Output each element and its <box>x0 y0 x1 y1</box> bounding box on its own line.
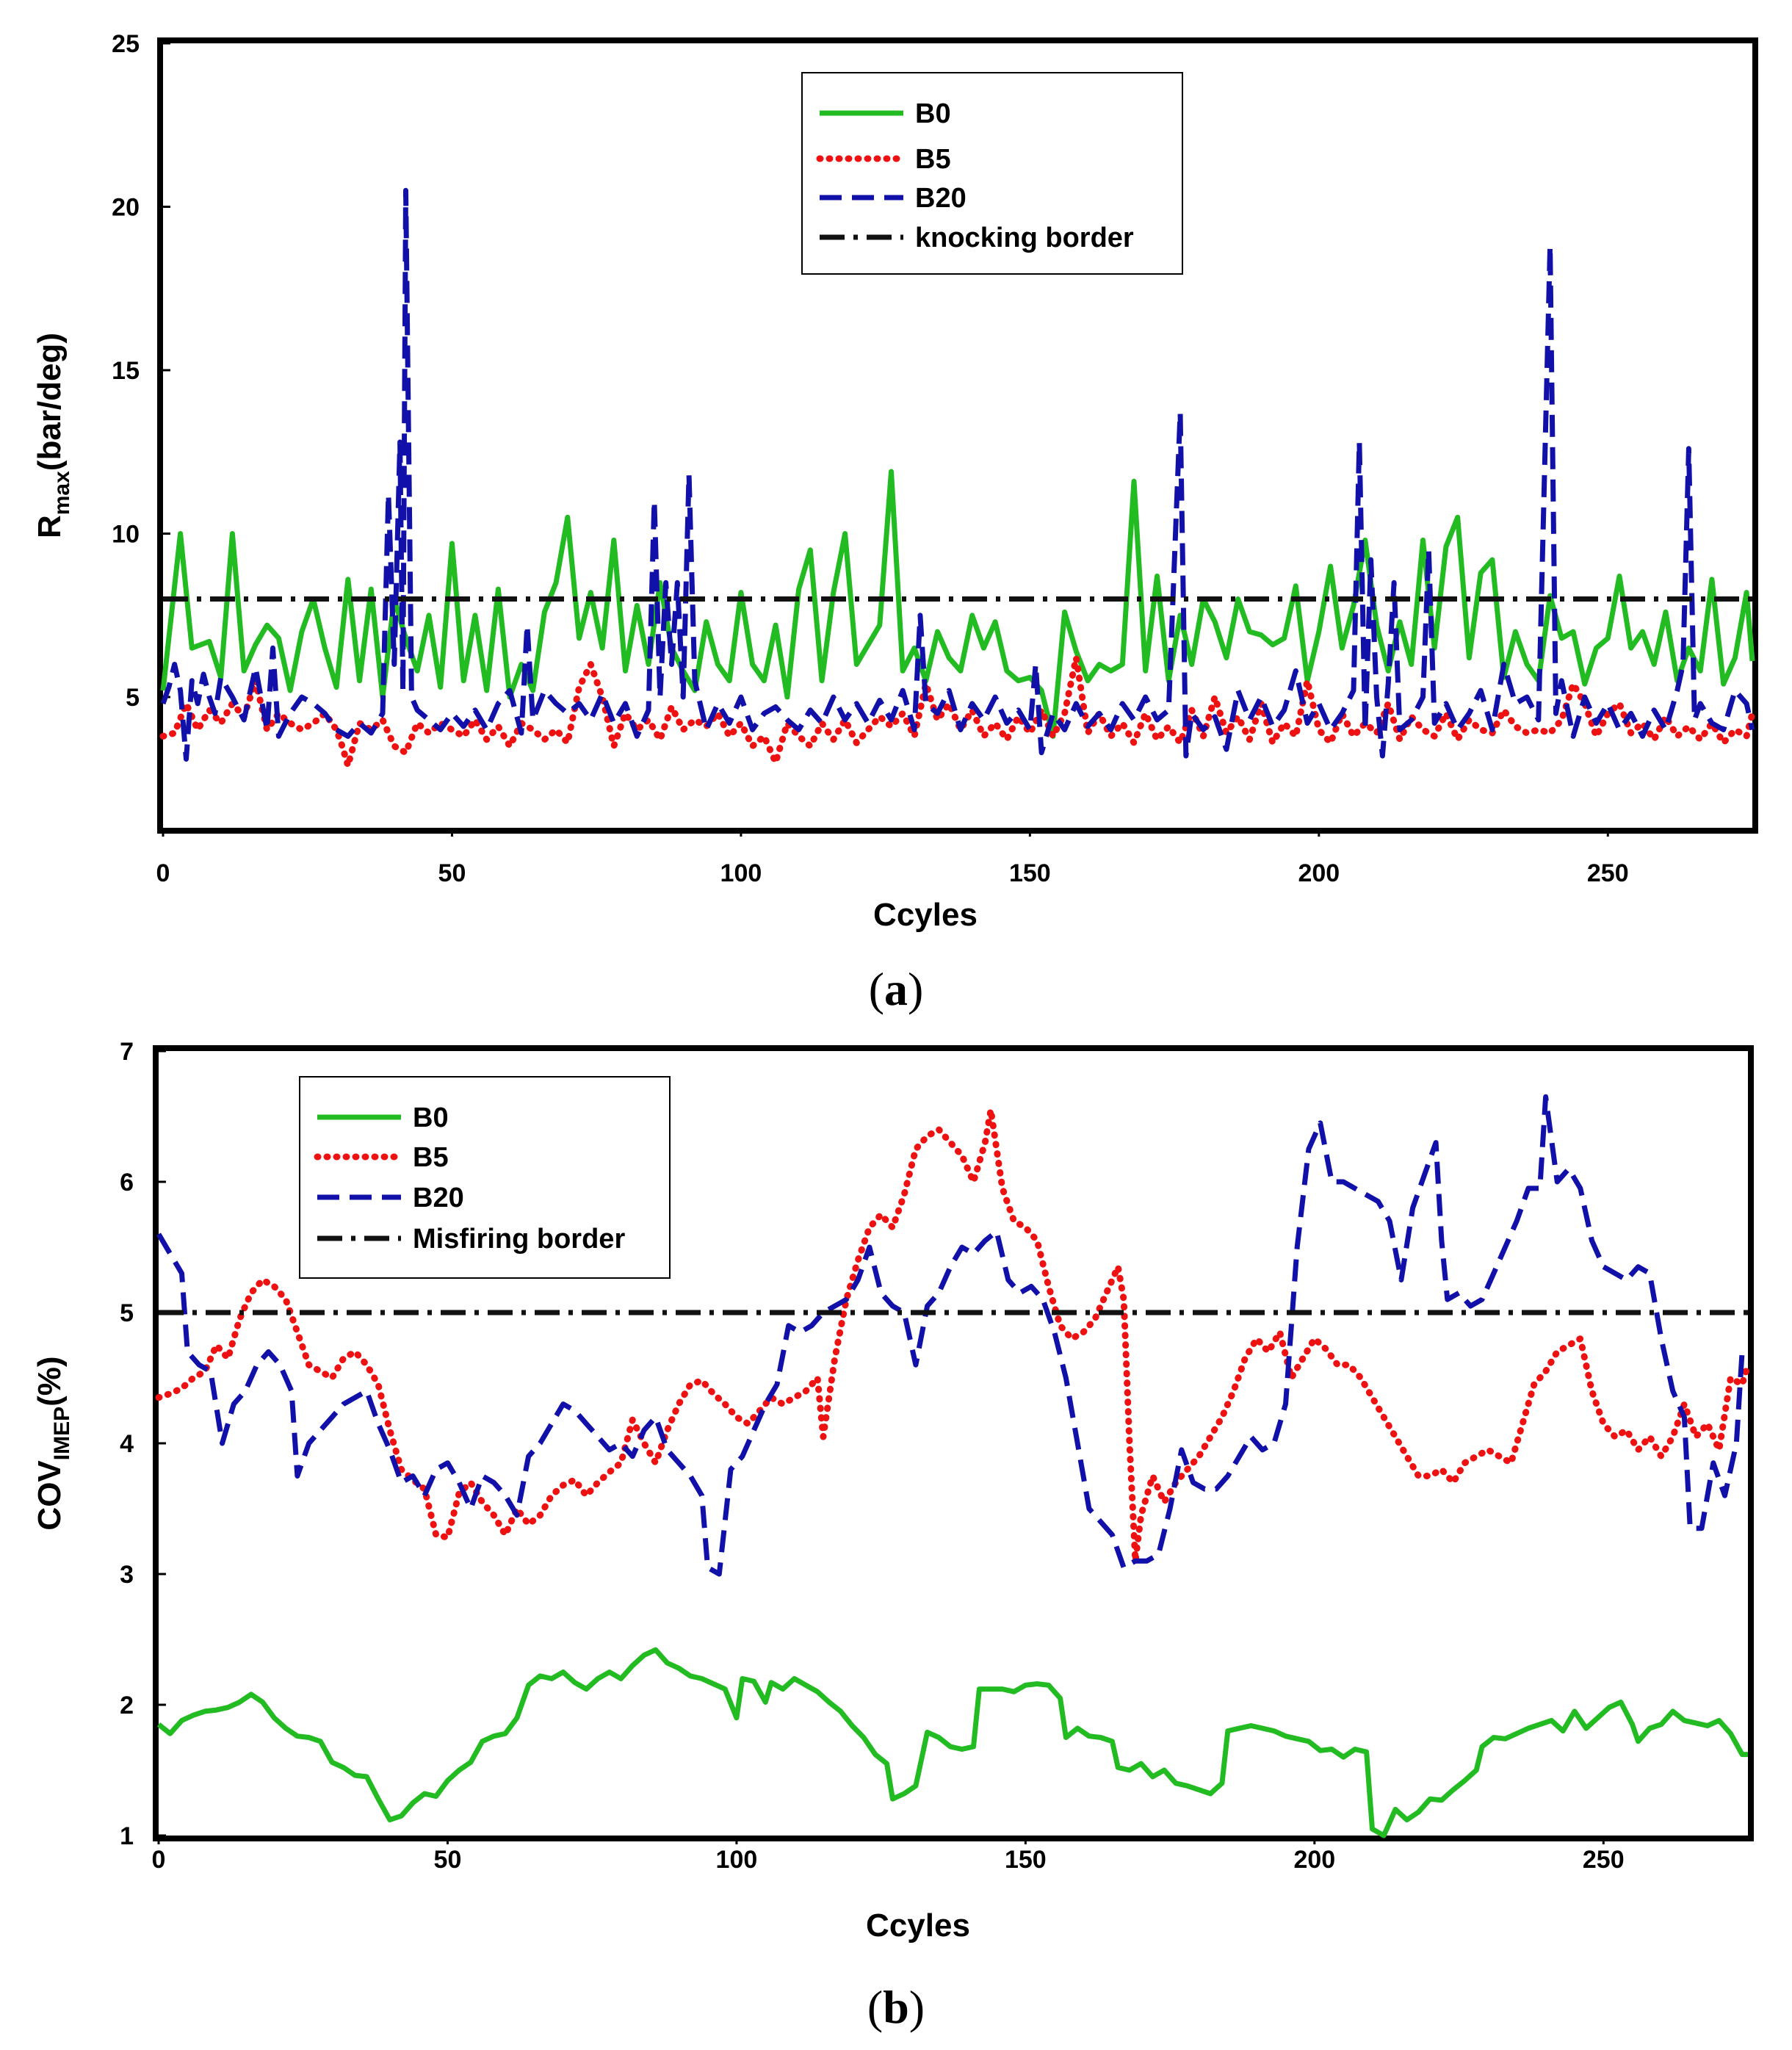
y-tick-label: 5 <box>120 1299 134 1327</box>
x-tick-label: 250 <box>1587 859 1629 887</box>
x-tick-label: 150 <box>1009 859 1051 887</box>
legend-label-knocking-border: knocking border <box>915 223 1134 253</box>
legend-label-b20-b: B20 <box>413 1183 464 1213</box>
legend-label-b5-a: B5 <box>915 144 951 175</box>
y-axis-ticks-a: 5 10 15 20 25 <box>112 30 170 712</box>
chart-panel-a: 5 10 15 20 25 0 50 100 150 200 250 Ccyles Rmax(ba… <box>32 30 1758 1015</box>
panel-label-a: (a) <box>869 963 924 1015</box>
legend-label-misfiring-border: Misfiring border <box>413 1224 625 1255</box>
series-line-b20 <box>160 187 1755 762</box>
legend-b: B0 B5 B20 Misfiring border <box>299 1076 671 1279</box>
y-tick-label: 2 <box>120 1692 134 1719</box>
series-line-b0 <box>156 1647 1748 1838</box>
legend-label-b5-b: B5 <box>413 1142 449 1173</box>
y-axis-ticks-b: 1 2 3 4 5 6 7 <box>120 1038 166 1850</box>
legend-label-b20-a: B20 <box>915 183 967 214</box>
y-axis-title-a: Rmax(bar/deg) <box>32 333 74 538</box>
x-tick-label: 100 <box>716 1846 758 1874</box>
y-tick-label: 5 <box>126 684 140 712</box>
x-axis-ticks-b: 0 50 100 150 200 250 <box>152 1836 1625 1874</box>
y-tick-label: 6 <box>120 1169 134 1197</box>
x-axis-ticks-a: 0 50 100 150 200 250 <box>156 828 1629 887</box>
series-lines-a <box>159 187 1756 769</box>
x-axis-title-a: Ccyles <box>873 897 978 933</box>
legend-box-b <box>299 1076 671 1279</box>
plot-frame-b <box>153 1045 1754 1841</box>
y-tick-label: 10 <box>112 521 140 549</box>
panel-label-b: (b) <box>867 1981 925 2033</box>
x-tick-label: 200 <box>1293 1846 1335 1874</box>
legend-a: B0 B5 B20 knocking border <box>801 72 1183 275</box>
y-tick-label: 4 <box>120 1430 134 1458</box>
chart-panel-b: 1 2 3 4 5 6 7 0 50 100 150 200 250 Ccyles COVIMEP(%… <box>32 1038 1754 2033</box>
series-line-b5 <box>159 654 1756 769</box>
x-tick-label: 50 <box>438 859 466 887</box>
series-line-b5 <box>155 1106 1752 1564</box>
y-tick-label: 3 <box>120 1561 134 1589</box>
x-tick-label: 0 <box>156 859 170 887</box>
series-line-b0 <box>160 469 1755 739</box>
legend-label-b0-a: B0 <box>915 98 951 129</box>
series-lines-b <box>155 1094 1752 1838</box>
x-tick-label: 250 <box>1583 1846 1625 1874</box>
y-tick-label: 20 <box>112 194 140 222</box>
x-axis-title-b: Ccyles <box>866 1908 970 1943</box>
plot-frame-a <box>157 37 1758 834</box>
legend-label-b0-b: B0 <box>413 1102 449 1133</box>
x-tick-label: 100 <box>720 859 762 887</box>
y-tick-label: 7 <box>120 1038 134 1066</box>
x-tick-label: 200 <box>1298 859 1340 887</box>
series-line-b20 <box>156 1094 1748 1577</box>
y-tick-label: 1 <box>120 1822 134 1850</box>
x-tick-label: 150 <box>1005 1846 1047 1874</box>
x-tick-label: 0 <box>152 1846 166 1874</box>
y-axis-title-b: COVIMEP(%) <box>32 1356 74 1530</box>
legend-box-a <box>801 72 1183 275</box>
x-tick-label: 50 <box>434 1846 462 1874</box>
y-tick-label: 15 <box>112 357 140 385</box>
y-tick-label: 25 <box>112 30 140 58</box>
